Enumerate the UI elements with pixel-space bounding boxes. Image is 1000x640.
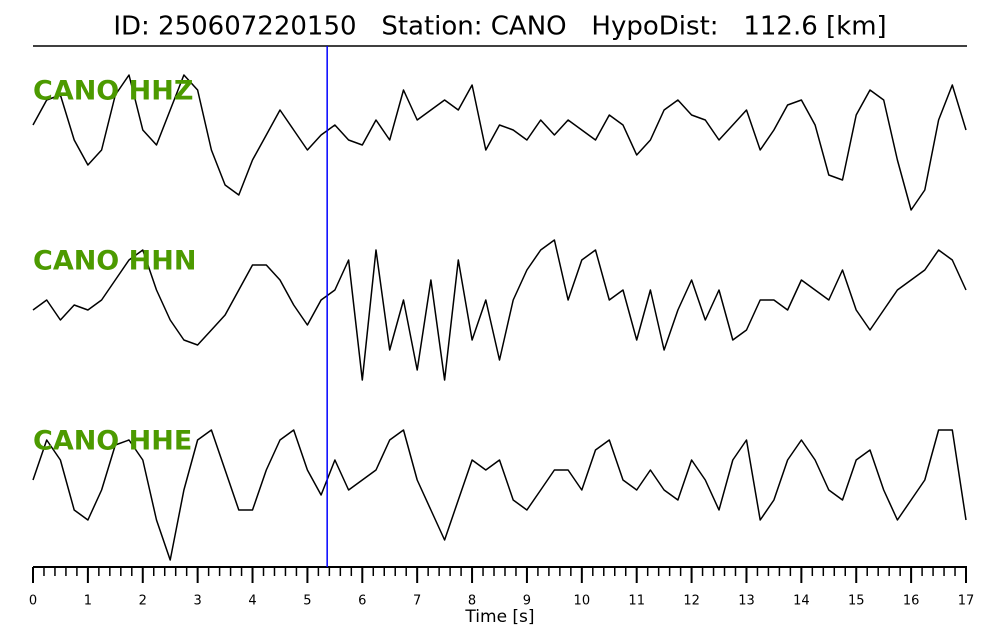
x-tick-label: 1 xyxy=(84,594,92,609)
x-tick-label: 9 xyxy=(523,594,531,609)
x-tick-label: 7 xyxy=(413,594,421,609)
x-tick-label: 0 xyxy=(29,594,37,609)
x-tick-label: 8 xyxy=(468,594,476,609)
trace xyxy=(32,429,967,561)
x-tick-label: 17 xyxy=(958,594,975,609)
trace-label: CANO HHZ xyxy=(33,76,193,107)
x-tick-label: 10 xyxy=(574,594,591,609)
x-tick-label: 4 xyxy=(248,594,256,609)
x-tick-label: 2 xyxy=(139,594,147,609)
trace xyxy=(32,74,967,211)
x-tick-label: 14 xyxy=(793,594,810,609)
x-tick-label: 3 xyxy=(194,594,202,609)
trace-label: CANO HHN xyxy=(33,246,196,277)
x-axis-label: Time [s] xyxy=(464,607,534,627)
trace xyxy=(32,239,967,381)
x-tick-label: 15 xyxy=(848,594,865,609)
x-tick-label: 12 xyxy=(683,594,700,609)
trace-label: CANO HHE xyxy=(33,426,192,457)
x-tick-label: 6 xyxy=(358,594,366,609)
chart-title: ID: 250607220150 Station: CANO HypoDist:… xyxy=(113,12,886,42)
x-tick-label: 13 xyxy=(738,594,755,609)
x-tick-label: 5 xyxy=(303,594,311,609)
x-tick-label: 16 xyxy=(903,594,920,609)
x-tick-label: 11 xyxy=(628,594,645,609)
